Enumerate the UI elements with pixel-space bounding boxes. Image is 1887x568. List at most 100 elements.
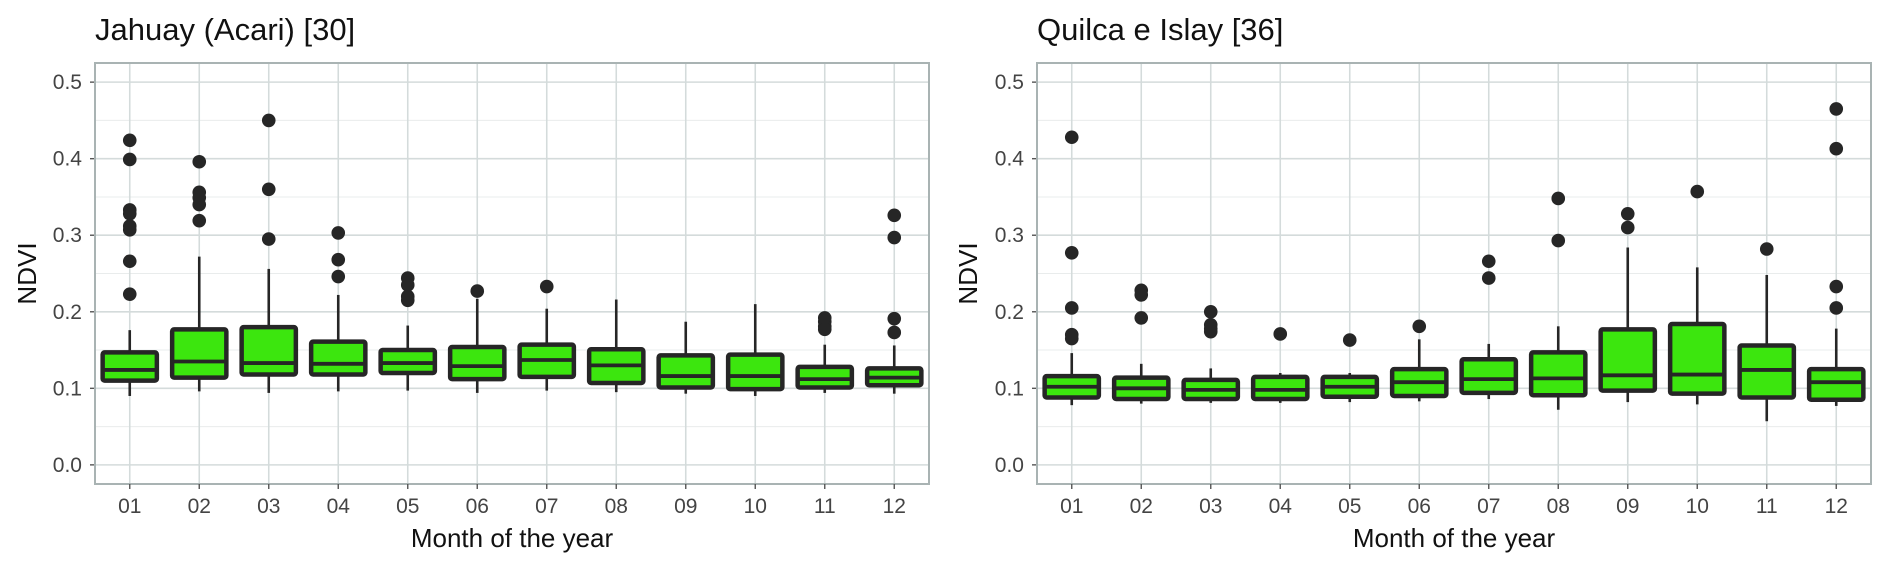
- outlier-point: [1481, 254, 1496, 269]
- x-tick-label: 10: [1686, 495, 1709, 518]
- box-06: [447, 284, 507, 393]
- outlier-point: [1064, 130, 1079, 145]
- box-10: [1667, 184, 1727, 405]
- y-tick-label: 0.4: [53, 148, 83, 171]
- box-body: [1598, 327, 1658, 393]
- outlier-point: [887, 208, 902, 223]
- box-02: [1111, 283, 1171, 404]
- y-tick-label: 0.2: [995, 301, 1024, 324]
- outlier-point: [1203, 324, 1218, 339]
- x-tick-label: 12: [1825, 495, 1848, 518]
- x-tick-label: 01: [118, 495, 141, 518]
- x-tick-label: 10: [744, 495, 767, 518]
- y-tick-label: 0.3: [995, 224, 1024, 247]
- outlier-point: [1620, 220, 1635, 235]
- x-tick-label: 11: [814, 495, 836, 518]
- x-tick-label: 11: [1756, 495, 1778, 518]
- chart-panel-2: Quilca e Islay [36] 0.0 0.1 0.2 0.3 0.4 0.5 01 0…: [953, 12, 1872, 553]
- outlier-point: [1203, 304, 1218, 319]
- outlier-point: [400, 293, 415, 308]
- x-tick-label: 08: [605, 495, 628, 518]
- chart-panel-1: Jahuay (Acari) [30] 0.0 0.1 0.2 0.3 0.4 0.5 01 0…: [12, 12, 930, 553]
- outlier-point: [261, 113, 276, 128]
- outlier-point: [1829, 141, 1844, 156]
- y-tick-label: 0.2: [53, 301, 82, 324]
- box-body: [1806, 366, 1866, 403]
- y-tick-label: 0.0: [53, 454, 82, 477]
- outlier-point: [1134, 311, 1149, 325]
- box-body: [100, 350, 160, 383]
- x-tick-label: 09: [674, 495, 697, 518]
- box-12: [864, 208, 924, 394]
- outlier-point: [1134, 288, 1149, 302]
- box-03: [239, 113, 299, 393]
- x-tick-label: 07: [1477, 495, 1500, 518]
- outlier-point: [122, 254, 137, 269]
- outlier-point: [122, 133, 137, 148]
- outlier-point: [1829, 279, 1844, 294]
- box-body: [725, 352, 785, 392]
- outlier-point: [1690, 184, 1705, 199]
- x-tick-label: 06: [466, 495, 489, 518]
- x-tick-label: 04: [1269, 495, 1293, 518]
- box-07: [1459, 254, 1519, 400]
- box-01: [1042, 130, 1102, 406]
- x-tick-label: 07: [535, 495, 558, 518]
- outlier-point: [192, 213, 207, 228]
- outlier-point: [1551, 233, 1566, 248]
- chart-title: Jahuay (Acari) [30]: [95, 12, 355, 47]
- box-01: [100, 133, 160, 396]
- outlier-point: [1620, 206, 1635, 221]
- y-axis-label: NDVI: [953, 242, 983, 304]
- box-body: [1250, 374, 1310, 402]
- outlier-point: [1064, 331, 1079, 346]
- x-axis-label: Month of the year: [411, 523, 614, 553]
- outlier-point: [1064, 301, 1079, 315]
- x-tick-label: 02: [188, 495, 211, 518]
- y-tick-label: 0.5: [53, 71, 82, 94]
- box-08: [586, 299, 646, 393]
- x-tick-label: 03: [257, 495, 280, 518]
- box-05: [378, 271, 438, 391]
- box-body: [656, 353, 716, 390]
- x-tick-label: 05: [396, 495, 419, 518]
- outlier-point: [1829, 102, 1844, 116]
- y-tick-label: 0.4: [995, 148, 1025, 171]
- box-09: [1598, 206, 1658, 403]
- box-body: [447, 344, 507, 382]
- box-body: [795, 364, 855, 390]
- box-02: [169, 154, 229, 392]
- plot-border: [1036, 62, 1872, 485]
- outlier-point: [261, 182, 276, 197]
- y-tick-label: 0.5: [995, 71, 1024, 94]
- outlier-point: [887, 311, 902, 326]
- outlier-point: [192, 154, 207, 169]
- box-body: [308, 339, 368, 377]
- x-tick-label: 01: [1060, 495, 1083, 518]
- box-05: [1320, 333, 1380, 403]
- x-axis-label: Month of the year: [1353, 523, 1556, 553]
- outlier-point: [1829, 301, 1844, 315]
- outlier-point: [887, 230, 902, 245]
- plot-border: [94, 62, 930, 485]
- box-11: [795, 311, 855, 393]
- box-body: [169, 327, 229, 380]
- outlier-point: [122, 287, 137, 301]
- x-tick-label: 06: [1408, 495, 1431, 518]
- box-03: [1181, 304, 1241, 403]
- outlier-point: [539, 279, 554, 294]
- box-11: [1737, 242, 1797, 422]
- outlier-point: [1481, 271, 1496, 285]
- box-body: [1667, 321, 1727, 396]
- y-tick-label: 0.1: [53, 377, 82, 400]
- outlier-point: [817, 322, 832, 337]
- outlier-point: [887, 325, 902, 340]
- x-tick-label: 02: [1130, 495, 1153, 518]
- outlier-point: [1342, 333, 1357, 347]
- outlier-point: [331, 252, 346, 267]
- box-04: [308, 226, 368, 392]
- outlier-point: [331, 269, 346, 284]
- outlier-point: [400, 278, 415, 292]
- x-tick-label: 05: [1338, 495, 1361, 518]
